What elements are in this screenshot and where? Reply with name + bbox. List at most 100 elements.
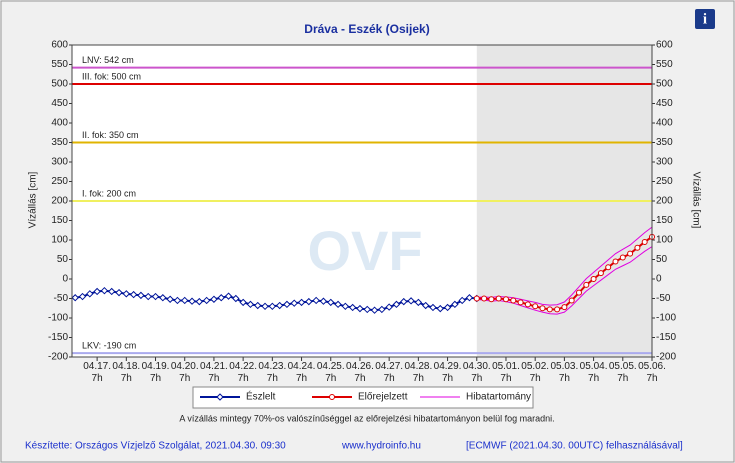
y-tick-label: 400 — [51, 118, 68, 129]
point — [100, 286, 109, 295]
point — [195, 297, 204, 306]
point — [612, 258, 619, 265]
y-tick-label: 500 — [51, 79, 68, 90]
info-icon[interactable]: i — [703, 11, 707, 27]
x-tick-label: 05.06. 7h — [638, 361, 666, 384]
y-tick-label: 150 — [51, 215, 68, 226]
point — [144, 292, 152, 301]
y2-tick-label: 250 — [656, 176, 673, 187]
point — [297, 298, 306, 307]
point — [517, 299, 524, 306]
point — [502, 296, 509, 303]
point — [312, 296, 320, 305]
x-tick-label: 04.17. 7h — [83, 361, 112, 384]
point — [166, 295, 174, 303]
y2-tick-label: 600 — [656, 40, 673, 51]
legend-label: Előrejelzett — [358, 392, 408, 403]
y-tick-label: -100 — [48, 313, 68, 324]
point — [224, 292, 233, 300]
point — [634, 244, 641, 251]
y2-tick-label: -100 — [656, 313, 676, 324]
point — [554, 306, 561, 313]
y2-tick-label: 100 — [656, 235, 673, 246]
point — [414, 298, 423, 307]
point — [370, 306, 379, 314]
point — [341, 302, 350, 311]
point — [363, 305, 371, 314]
x-tick-label: 05.05. 7h — [608, 361, 637, 384]
y-tick-label: 600 — [51, 40, 68, 51]
point — [290, 299, 298, 307]
footer-url[interactable]: www.hydroinfo.hu — [341, 441, 421, 452]
y2-tick-label: -150 — [656, 332, 676, 343]
point — [217, 294, 225, 302]
info-button[interactable] — [695, 9, 715, 29]
point — [348, 303, 357, 312]
y-tick-label: 450 — [51, 98, 68, 109]
legend-label: Hibatartomány — [466, 392, 531, 403]
point — [473, 295, 480, 302]
x-tick-label: 04.25. 7h — [316, 361, 345, 384]
legend — [192, 386, 534, 409]
y2-tick-label: 50 — [656, 254, 668, 265]
y-tick-label: -150 — [48, 332, 68, 343]
point — [465, 294, 474, 302]
point — [122, 290, 131, 298]
point — [173, 296, 182, 305]
point — [561, 304, 568, 311]
reference-label: III. fok: 500 cm — [82, 71, 141, 81]
x-tick-label: 04.22. 7h — [229, 361, 258, 384]
x-tick-label: 04.19. 7h — [141, 361, 170, 384]
point — [254, 301, 262, 310]
point — [546, 306, 553, 313]
point — [524, 301, 531, 308]
point — [334, 300, 342, 309]
point — [532, 303, 539, 310]
y-axis-label: Vízállás [cm] — [28, 171, 39, 228]
point — [451, 300, 459, 309]
watermark: OVF — [307, 219, 422, 282]
point — [327, 298, 335, 307]
x-tick-label: 04.30. 7h — [462, 361, 491, 384]
point — [641, 238, 648, 245]
point — [488, 296, 495, 303]
y2-tick-label: 350 — [656, 137, 673, 148]
note: A vízállás mintegy 70%-os valószínűségge… — [179, 413, 554, 423]
x-tick-label: 05.03. 7h — [550, 361, 579, 384]
y2-tick-label: 500 — [656, 79, 673, 90]
point — [481, 295, 488, 302]
point — [181, 296, 189, 305]
reference-label: II. fok: 350 cm — [82, 130, 139, 140]
point — [392, 300, 401, 309]
footer-source: [ECMWF (2021.04.30. 00UTC) felhasználásá… — [466, 441, 683, 452]
point — [385, 303, 393, 311]
point — [568, 297, 575, 304]
y-tick-label: 350 — [51, 137, 68, 148]
x-tick-label: 04.21. 7h — [200, 361, 228, 384]
point — [583, 281, 590, 288]
x-tick-label: 04.20. 7h — [170, 361, 199, 384]
point — [78, 292, 87, 301]
point — [268, 302, 277, 311]
y-tick-label: 200 — [51, 196, 68, 207]
point — [275, 301, 284, 310]
point — [232, 294, 240, 303]
legend-label: Észlelt — [246, 390, 276, 403]
legend-marker — [216, 393, 224, 401]
y-tick-label: 550 — [51, 59, 68, 70]
x-tick-label: 04.24. 7h — [287, 361, 316, 384]
y2-tick-label: 0 — [656, 274, 662, 285]
x-tick-label: 05.02. 7h — [521, 361, 550, 384]
point — [246, 300, 255, 309]
point — [93, 287, 101, 296]
point — [458, 296, 466, 305]
y-tick-label: -50 — [54, 293, 69, 304]
point — [239, 298, 247, 307]
point — [590, 276, 597, 282]
point — [429, 303, 437, 312]
point — [400, 297, 408, 306]
y2-tick-label: -200 — [656, 352, 676, 363]
point — [108, 287, 116, 296]
